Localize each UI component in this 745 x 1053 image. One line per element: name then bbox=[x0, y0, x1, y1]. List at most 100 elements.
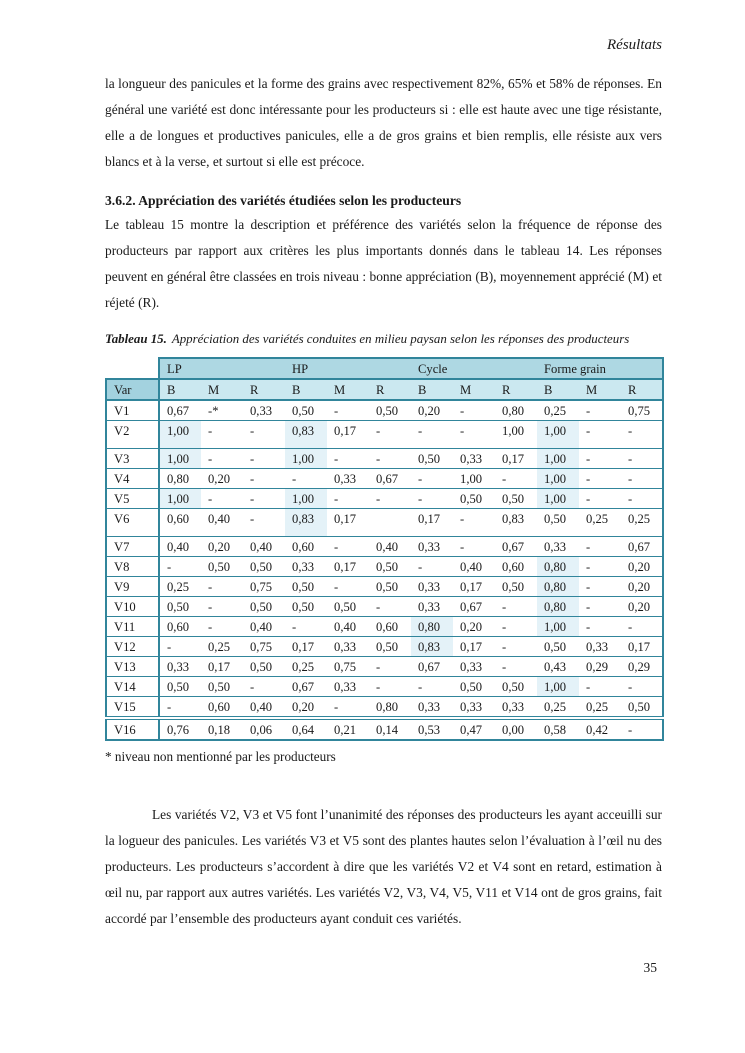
table-cell: 0,33 bbox=[453, 696, 496, 719]
sub-header-cell: M bbox=[579, 379, 622, 401]
group-header-forme-grain: Forme grain bbox=[537, 357, 665, 380]
table-cell: - bbox=[411, 468, 454, 489]
table-cell: 0,33 bbox=[411, 576, 454, 597]
table-cell: 0,64 bbox=[285, 716, 328, 741]
table-cell: 0,20 bbox=[201, 536, 243, 557]
group-header-row: LP HP Cycle Forme grain bbox=[106, 357, 665, 380]
table-cell: 0,50 bbox=[495, 676, 538, 697]
table-cell: 0,20 bbox=[285, 696, 328, 719]
table-cell: 0,67 bbox=[495, 536, 538, 557]
table-cell: -* bbox=[201, 400, 243, 421]
table-cell: 0,50 bbox=[243, 556, 286, 577]
table-cell: 0,60 bbox=[159, 508, 201, 537]
table-cell: 0,06 bbox=[243, 716, 286, 741]
table-cell: - bbox=[369, 488, 412, 509]
table-cell: 0,67 bbox=[159, 400, 201, 421]
row-label: V10 bbox=[105, 596, 160, 617]
table-row: V3 1,00- -1,00- -0,50 0,33 0,17 1,00- - bbox=[105, 448, 665, 469]
table-cell: 0,20 bbox=[453, 616, 496, 637]
table-cell: - bbox=[453, 508, 496, 537]
table-cell: 0,17 bbox=[453, 636, 496, 657]
table-row: V2 1,00- -0,83 0,17- - -1,00 1,00- - bbox=[105, 420, 665, 449]
table-cell: 0,17 bbox=[411, 508, 454, 537]
table-cell: 1,00 bbox=[285, 448, 328, 469]
table-cell: 0,17 bbox=[327, 420, 370, 449]
table-cell: - bbox=[579, 556, 622, 577]
table-cell: - bbox=[621, 488, 665, 509]
table-cell: 0,50 bbox=[201, 556, 243, 577]
table-cell: 0,76 bbox=[159, 716, 201, 741]
table-cell: 0,17 bbox=[285, 636, 328, 657]
table-cell: - bbox=[369, 596, 412, 617]
table-cell: - bbox=[579, 468, 622, 489]
table-cell: 0,40 bbox=[243, 616, 286, 637]
table-row: V11 0,60-0,40-0,40 0,60 0,80 0,20-1,00- - bbox=[105, 616, 665, 637]
table-cell: 0,67 bbox=[285, 676, 328, 697]
row-label: V14 bbox=[105, 676, 160, 697]
table-row: V4 0,80 0,20- -0,33 0,67-1,00-1,00- - bbox=[105, 468, 665, 489]
table-cell: 0,33 bbox=[453, 448, 496, 469]
table-cell: 0,83 bbox=[285, 508, 328, 537]
table-cell: - bbox=[201, 420, 243, 449]
table-cell: 1,00 bbox=[285, 488, 328, 509]
table-cell: 0,83 bbox=[285, 420, 328, 449]
table-cell: 0,67 bbox=[411, 656, 454, 677]
table-cell: 0,83 bbox=[411, 636, 454, 657]
table-cell: - bbox=[579, 448, 622, 469]
table-cell: 0,17 bbox=[201, 656, 243, 677]
table-cell: 0,17 bbox=[495, 448, 538, 469]
table-cell: 0,33 bbox=[453, 656, 496, 677]
table-cell: 0,60 bbox=[495, 556, 538, 577]
table-cell: 0,40 bbox=[369, 536, 412, 557]
sub-header-row: Var B M R B M R B M R B M R bbox=[105, 378, 665, 401]
sub-header-cell: R bbox=[621, 379, 665, 401]
table-cell: 0,50 bbox=[285, 576, 328, 597]
table-cell: 0,25 bbox=[579, 508, 622, 537]
row-label: V16 bbox=[105, 716, 160, 741]
table-cell: 0,25 bbox=[621, 508, 665, 537]
table-cell: 0,25 bbox=[537, 696, 580, 719]
table-cell: - bbox=[243, 468, 286, 489]
table-cell: 0,33 bbox=[327, 636, 370, 657]
table-footnote: * niveau non mentionné par les producteu… bbox=[105, 749, 336, 764]
table-row: V9 0,25-0,75 0,50-0,50 0,33 0,17 0,50 0,80-0,2… bbox=[105, 576, 665, 597]
table-row: V1 0,67 -* 0,33 0,50-0,50 0,20-0,80 0,25-0,75 bbox=[105, 400, 665, 421]
table-cell: - bbox=[327, 576, 370, 597]
table-cell: 1,00 bbox=[537, 616, 580, 637]
table-cell: 0,40 bbox=[327, 616, 370, 637]
section-heading: 3.6.2. Appréciation des variétés étudiée… bbox=[105, 193, 462, 208]
table-cell: 0,50 bbox=[285, 596, 328, 617]
table-cell: 0,53 bbox=[411, 716, 454, 741]
table-cell: 0,20 bbox=[411, 400, 454, 421]
table-cell: - bbox=[369, 420, 412, 449]
table-cell: 0,58 bbox=[537, 716, 580, 741]
table-cell: 0,33 bbox=[327, 676, 370, 697]
table-row: V10 0,50-0,50 0,50 0,50-0,33 0,67-0,80-0,20 bbox=[105, 596, 665, 617]
table-cell: 0,33 bbox=[285, 556, 328, 577]
table-cell: 0,50 bbox=[369, 400, 412, 421]
table-cell: - bbox=[621, 468, 665, 489]
table-cell: - bbox=[453, 420, 496, 449]
table-cell: 1,00 bbox=[453, 468, 496, 489]
table-cell: - bbox=[621, 616, 665, 637]
row-label: V4 bbox=[105, 468, 160, 489]
table-cell: - bbox=[495, 596, 538, 617]
table-cell: 0,29 bbox=[579, 656, 622, 677]
table-cell: 0,67 bbox=[621, 536, 665, 557]
table-cell: - bbox=[159, 696, 201, 719]
table-cell: 0,20 bbox=[621, 556, 665, 577]
table-cell: 0,50 bbox=[495, 576, 538, 597]
table-cell: - bbox=[579, 576, 622, 597]
table-cell: - bbox=[369, 656, 412, 677]
table-cell: - bbox=[579, 676, 622, 697]
table-cell: 0,33 bbox=[411, 536, 454, 557]
sub-header-cell: R bbox=[495, 379, 538, 401]
row-label: V11 bbox=[105, 616, 160, 637]
paragraph-closing: Les variétés V2, V3 et V5 font l’unanimi… bbox=[105, 807, 662, 926]
table-cell: 0,40 bbox=[453, 556, 496, 577]
sub-header-cell: B bbox=[159, 379, 201, 401]
table-cell: - bbox=[201, 616, 243, 637]
var-header-cell: Var bbox=[105, 378, 160, 401]
table-cell: 0,40 bbox=[159, 536, 201, 557]
table-row: V8-0,50 0,50 0,33 0,17 0,50-0,40 0,60 0,80-0,2… bbox=[105, 556, 665, 577]
